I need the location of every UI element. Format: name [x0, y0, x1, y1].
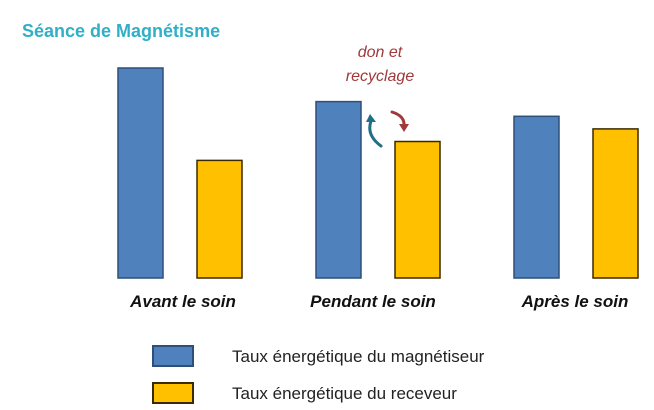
- bar-s2-c1: [196, 159, 243, 279]
- chart-title: Séance de Magnétisme: [22, 21, 220, 41]
- annotation-group: don et recyclage: [346, 44, 415, 148]
- legend-label-magnetiseur: Taux énergétique du magnétiseur: [232, 347, 485, 366]
- curved-arrow-up-icon: [366, 114, 383, 148]
- bar-s2-c3: [592, 128, 639, 279]
- bar-s2-c2: [394, 140, 441, 279]
- category-label-1: Avant le soin: [129, 292, 236, 311]
- bar-s1-c1: [117, 67, 164, 279]
- annotation-line-2: recyclage: [346, 68, 415, 85]
- legend: Taux énergétique du magnétiseur Taux éne…: [152, 345, 485, 404]
- legend-swatch-receveur: [152, 382, 194, 404]
- bars-group: [117, 67, 639, 279]
- category-label-3: Après le soin: [521, 292, 629, 311]
- legend-swatch-magnetiseur: [152, 345, 194, 367]
- bar-s1-c3: [513, 115, 560, 279]
- annotation-line-1: don et: [358, 44, 403, 61]
- category-label-2: Pendant le soin: [310, 292, 436, 311]
- bar-s1-c2: [315, 100, 362, 279]
- legend-label-receveur: Taux énergétique du receveur: [232, 384, 457, 403]
- category-labels: Avant le soin Pendant le soin Après le soi…: [129, 292, 628, 311]
- curved-arrow-down-icon: [390, 110, 409, 132]
